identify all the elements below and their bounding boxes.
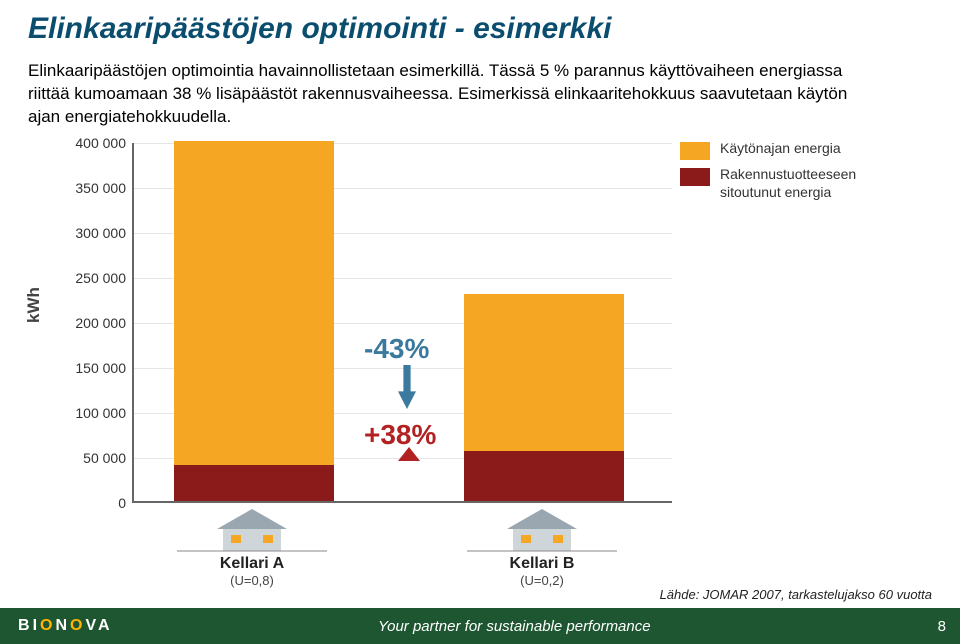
down-arrow-icon (398, 365, 416, 409)
y-tick-label: 100 000 (62, 405, 126, 421)
house-icon (467, 505, 617, 553)
description-text: Elinkaaripäästöjen optimointia havainnol… (0, 54, 900, 137)
chart-annotation: -43% (364, 333, 429, 365)
bar-segment-operational (464, 294, 624, 452)
y-tick-label: 0 (62, 495, 126, 511)
plot-area: -43%+38% (132, 143, 672, 503)
legend: Käytönajan energia Rakennustuotteeseen s… (680, 140, 900, 207)
y-tick-label: 300 000 (62, 225, 126, 241)
legend-text: Rakennustuotteeseen sitoutunut energia (720, 166, 900, 201)
footer-bar: BIONOVA Your partner for sustainable per… (0, 608, 960, 644)
house-icon (177, 505, 327, 553)
legend-swatch (680, 168, 710, 186)
y-axis-label: kWh (24, 287, 44, 323)
footer-tagline: Your partner for sustainable performance (113, 618, 916, 635)
house-name: Kellari B (467, 555, 617, 573)
legend-item: Rakennustuotteeseen sitoutunut energia (680, 166, 900, 201)
house-name: Kellari A (177, 555, 327, 573)
house-illustration: Kellari B (U=0,2) (467, 505, 617, 588)
chart-area: kWh 050 000100 000150 000200 000250 0003… (60, 143, 780, 563)
legend-text: Käytönajan energia (720, 140, 841, 158)
bar-segment-embodied (464, 451, 624, 501)
y-tick-label: 50 000 (62, 450, 126, 466)
up-arrow-icon (398, 447, 420, 461)
logo: BIONOVA (18, 617, 113, 635)
source-note: Lähde: JOMAR 2007, tarkastelujakso 60 vu… (660, 587, 932, 602)
page-title: Elinkaaripäästöjen optimointi - esimerkk… (0, 0, 960, 54)
page-number: 8 (916, 618, 946, 635)
house-illustration: Kellari A (U=0,8) (177, 505, 327, 588)
y-tick-label: 400 000 (62, 135, 126, 151)
bar-segment-embodied (174, 465, 334, 501)
y-tick-label: 200 000 (62, 315, 126, 331)
legend-swatch (680, 142, 710, 160)
house-uvalue: (U=0,8) (177, 573, 327, 588)
legend-item: Käytönajan energia (680, 140, 900, 160)
house-uvalue: (U=0,2) (467, 573, 617, 588)
y-tick-label: 250 000 (62, 270, 126, 286)
y-tick-label: 150 000 (62, 360, 126, 376)
y-axis: kWh 050 000100 000150 000200 000250 0003… (60, 143, 130, 503)
y-tick-label: 350 000 (62, 180, 126, 196)
bar-segment-operational (174, 141, 334, 465)
